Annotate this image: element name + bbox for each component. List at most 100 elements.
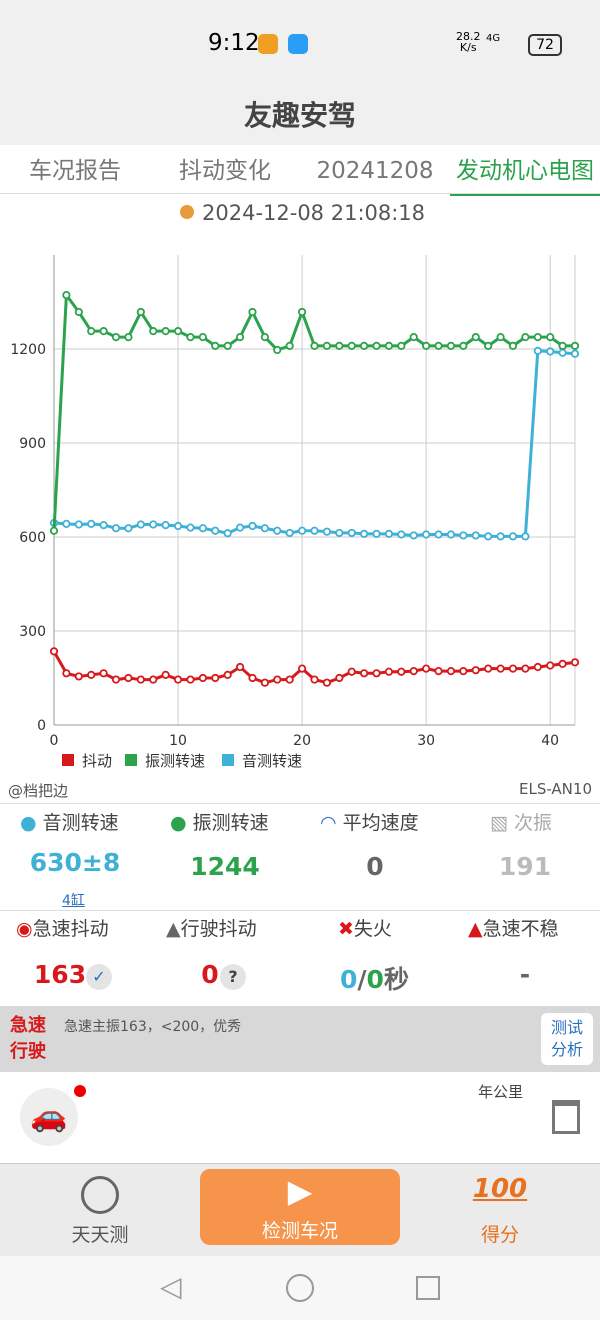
nav-label[interactable]: 天天测 [71, 1224, 129, 1246]
point [360, 529, 369, 538]
ok-badge: ✓ [86, 964, 112, 990]
point [273, 526, 282, 535]
tab[interactable]: 20241208 [316, 158, 434, 184]
point [99, 327, 108, 336]
point [533, 346, 542, 355]
b2: 分析 [550, 1040, 583, 1059]
back[interactable]: ◁ [160, 1270, 182, 1303]
point [248, 307, 257, 317]
stat-label: 音测转速 [42, 812, 119, 834]
point [198, 332, 207, 342]
point [558, 348, 567, 357]
car-icon[interactable]: 🚗 [20, 1088, 78, 1146]
misfire: 0/0秒 [340, 960, 409, 996]
point [161, 670, 170, 679]
point [49, 647, 59, 656]
x-tick-label: 40 [541, 733, 559, 749]
point [260, 524, 269, 533]
point [521, 532, 530, 541]
point [111, 524, 121, 533]
stat-value: 630±8 [29, 848, 121, 877]
point [384, 667, 394, 676]
point [322, 341, 332, 350]
point [546, 332, 555, 342]
point [211, 673, 220, 683]
analysis-button[interactable]: 测试 分析 [541, 1013, 593, 1065]
point [360, 669, 369, 678]
help-badge[interactable]: ? [220, 964, 246, 990]
point [434, 530, 443, 539]
point [434, 341, 443, 350]
point [384, 529, 394, 538]
point [422, 664, 431, 673]
point [248, 521, 257, 531]
point [471, 531, 480, 540]
recents[interactable] [416, 1276, 440, 1300]
net-speed: 28.2 K/s [456, 31, 481, 53]
app-icon [258, 34, 278, 54]
stat-label: 行驶抖动 [180, 918, 257, 940]
b1: 测试 [550, 1018, 583, 1037]
point [496, 532, 505, 541]
mode-1[interactable]: 急速 [10, 1015, 46, 1036]
point [62, 669, 71, 678]
stat-value: 0 [201, 960, 219, 989]
y-tick-label: 900 [19, 436, 46, 452]
point [335, 528, 344, 538]
point [384, 341, 394, 350]
cylinders[interactable]: 4缸 [62, 893, 85, 909]
legend-swatch [125, 754, 137, 766]
point [409, 531, 418, 540]
point [446, 530, 456, 539]
point [62, 519, 71, 528]
dot [74, 1085, 86, 1097]
misfire-a: 0 [340, 965, 358, 994]
point [87, 670, 96, 679]
tab-active[interactable]: 发动机心电图 [450, 145, 600, 196]
banner [0, 1006, 600, 1072]
tab[interactable]: 车况报告 [29, 158, 121, 184]
point [459, 341, 468, 350]
point [558, 341, 567, 350]
point [533, 662, 542, 672]
point [136, 307, 145, 317]
point [235, 523, 245, 532]
point [74, 520, 83, 529]
unit: 秒 [383, 965, 409, 994]
point [124, 332, 133, 342]
stat-label: 急速不稳 [482, 918, 559, 940]
point [570, 658, 580, 667]
nav-label[interactable]: 得分 [480, 1224, 519, 1246]
point [235, 332, 245, 342]
series-line [53, 349, 576, 538]
stat-label: 失火 [353, 918, 392, 940]
mode: 急速 行驶 [10, 1013, 46, 1065]
point [496, 664, 505, 673]
point [484, 341, 493, 350]
detect-button[interactable] [200, 1169, 400, 1245]
legend-swatch [62, 754, 74, 766]
nav-label[interactable]: 检测车况 [261, 1220, 338, 1242]
point [459, 667, 468, 676]
point [87, 519, 96, 528]
point [471, 666, 480, 675]
point [74, 672, 83, 681]
point [297, 664, 307, 673]
battery: 72 [528, 34, 562, 56]
stat-label: 急速抖动 [32, 918, 109, 940]
chart: 0 300 600 900 1200 0 10 20 30 40 抖动 振测转速 音测转速 [10, 255, 580, 770]
tab[interactable]: 抖动变化 [179, 158, 271, 184]
point [74, 307, 83, 317]
point [372, 669, 381, 678]
speed-unit: K/s [459, 41, 477, 54]
top-bar [0, 0, 600, 145]
point [521, 664, 530, 673]
point [310, 675, 319, 684]
point [297, 526, 307, 535]
home[interactable] [286, 1274, 314, 1302]
point [422, 341, 431, 350]
point [310, 526, 319, 535]
trash[interactable] [552, 1100, 580, 1134]
mode-2[interactable]: 行驶 [10, 1041, 46, 1062]
point [372, 341, 381, 350]
